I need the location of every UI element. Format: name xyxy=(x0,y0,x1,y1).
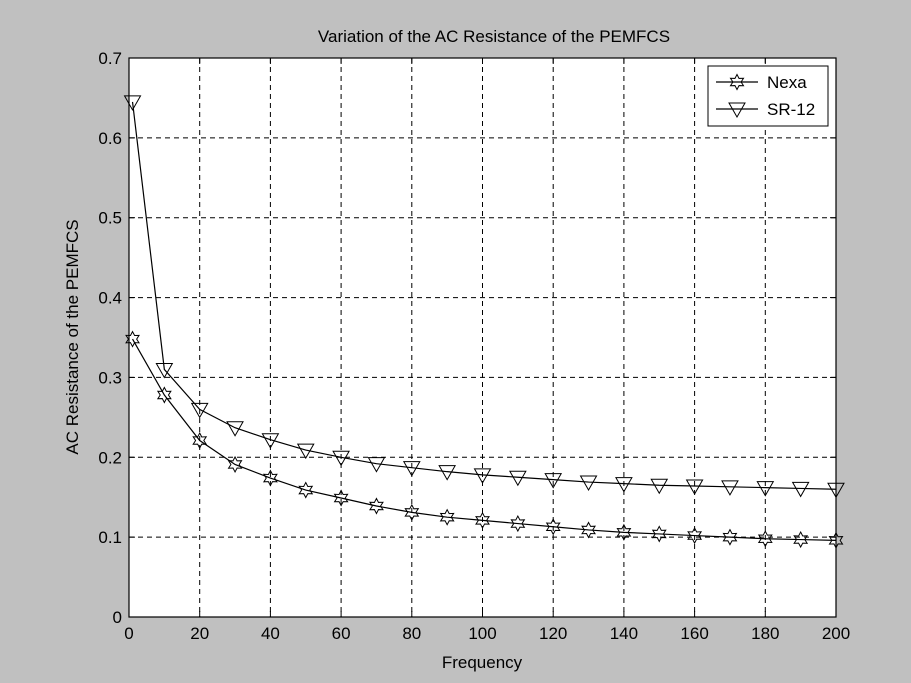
series-line-sr-12 xyxy=(131,101,837,490)
y-tick-label: 0.2 xyxy=(98,448,122,467)
data-point-nexa xyxy=(722,528,738,546)
series-nexa xyxy=(125,330,844,549)
y-tick-label: 0.3 xyxy=(98,368,122,387)
data-point-sr-12 xyxy=(508,470,527,487)
x-tick-label: 20 xyxy=(190,624,209,643)
data-point-sr-12 xyxy=(579,475,598,492)
data-point-sr-12 xyxy=(685,479,704,496)
data-point-sr-12 xyxy=(155,362,174,379)
data-point-nexa xyxy=(125,330,140,348)
data-point-nexa xyxy=(651,525,667,543)
data-point-nexa xyxy=(262,469,278,487)
data-point-sr-12 xyxy=(650,478,669,495)
data-point-sr-12 xyxy=(721,480,739,496)
data-point-sr-12 xyxy=(827,482,845,499)
data-point-sr-12 xyxy=(261,433,280,449)
data-point-nexa xyxy=(156,386,172,404)
data-point-sr-12 xyxy=(756,481,775,497)
data-point-sr-12 xyxy=(190,402,209,419)
data-point-nexa xyxy=(439,508,455,526)
data-point-sr-12 xyxy=(296,443,315,460)
data-point-sr-12 xyxy=(615,477,633,493)
y-tick-label: 0 xyxy=(113,608,122,627)
data-point-sr-12 xyxy=(332,450,350,467)
legend: Nexa SR-12 xyxy=(707,65,829,127)
x-tick-label: 200 xyxy=(822,624,850,643)
x-tick-label: 80 xyxy=(402,624,421,643)
axis-ticks: 0 20 40 60 80 100 120 140 160 180 200 0 0.1 0.2 0.3 0.4… xyxy=(98,49,850,643)
data-point-nexa xyxy=(369,497,384,515)
data-point-sr-12 xyxy=(473,468,492,484)
legend-label-sr-12: SR-12 xyxy=(767,100,815,119)
data-point-nexa xyxy=(510,514,526,533)
data-point-sr-12 xyxy=(544,473,563,489)
legend-label-nexa: Nexa xyxy=(767,73,807,92)
legend-box xyxy=(707,65,829,127)
y-axis-label: AC Resistance of the PEMFCS xyxy=(63,219,82,454)
data-point-sr-12 xyxy=(226,421,244,437)
series-sr-12 xyxy=(123,95,845,499)
data-point-nexa xyxy=(333,489,349,507)
data-point-nexa xyxy=(545,518,561,536)
x-tick-label: 0 xyxy=(124,624,133,643)
x-tick-label: 160 xyxy=(680,624,708,643)
y-tick-label: 0.5 xyxy=(98,209,122,228)
legend-marker-nexa xyxy=(729,73,745,91)
data-point-nexa xyxy=(616,523,632,541)
x-tick-label: 120 xyxy=(539,624,567,643)
series-layer xyxy=(123,95,845,549)
y-tick-label: 0.7 xyxy=(98,49,122,68)
x-tick-label: 100 xyxy=(468,624,496,643)
data-point-nexa xyxy=(581,521,596,539)
series-line-nexa xyxy=(132,338,837,541)
y-tick-label: 0.1 xyxy=(98,528,122,547)
data-point-nexa xyxy=(298,481,314,499)
data-point-nexa xyxy=(192,431,208,450)
data-point-nexa xyxy=(793,530,809,549)
data-point-sr-12 xyxy=(438,465,457,481)
data-point-sr-12 xyxy=(402,461,421,477)
data-point-nexa xyxy=(828,531,844,549)
x-tick-label: 180 xyxy=(751,624,779,643)
x-tick-label: 40 xyxy=(261,624,280,643)
x-axis-label: Frequency xyxy=(442,653,523,672)
grid-lines xyxy=(129,58,836,617)
data-point-sr-12 xyxy=(791,481,810,498)
legend-marker-sr-12 xyxy=(728,102,746,119)
y-tick-label: 0.6 xyxy=(98,129,122,148)
data-point-sr-12 xyxy=(367,457,386,473)
x-tick-label: 60 xyxy=(332,624,351,643)
data-point-nexa xyxy=(757,530,773,548)
x-tick-label: 140 xyxy=(610,624,638,643)
data-point-nexa xyxy=(227,455,243,474)
data-point-nexa xyxy=(475,511,490,529)
data-point-sr-12 xyxy=(123,95,142,111)
data-point-nexa xyxy=(404,503,420,521)
data-point-nexa xyxy=(687,526,703,545)
chart-title: Variation of the AC Resistance of the PE… xyxy=(318,27,670,46)
y-tick-label: 0.4 xyxy=(98,289,122,308)
